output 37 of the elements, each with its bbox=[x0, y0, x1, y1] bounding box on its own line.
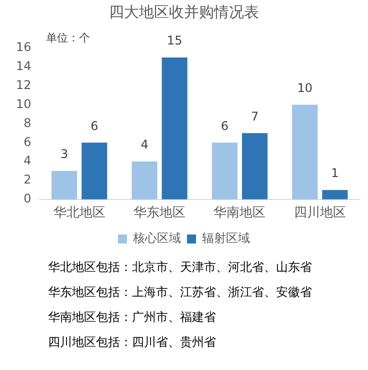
data-label: 10 bbox=[297, 80, 313, 95]
data-label: 3 bbox=[60, 147, 68, 162]
bar bbox=[52, 171, 78, 200]
y-tick-label: 0 bbox=[24, 192, 32, 206]
text: 华东地区包括：上海市、江苏省、浙江省、安徽省 bbox=[48, 284, 313, 301]
legend-label: 辐射区域 bbox=[202, 231, 250, 246]
text: 华南地区包括：广州市、福建省 bbox=[48, 309, 217, 326]
y-tick-label: 4 bbox=[24, 154, 32, 168]
y-tick-label: 2 bbox=[24, 172, 32, 187]
bar bbox=[82, 142, 108, 200]
bar bbox=[212, 142, 238, 200]
bar bbox=[292, 104, 318, 200]
x-tick-label: 华南地区 bbox=[214, 206, 266, 221]
bar bbox=[242, 133, 268, 200]
y-tick-label: 8 bbox=[24, 116, 32, 130]
chart-title: 四大地区收并购情况表 bbox=[109, 2, 259, 21]
x-tick-label: 华东地区 bbox=[134, 206, 186, 221]
data-label: 6 bbox=[90, 118, 98, 133]
data-label: 15 bbox=[166, 34, 182, 48]
x-tick-label: 四川地区 bbox=[294, 206, 346, 221]
bar bbox=[162, 57, 188, 200]
data-label: 4 bbox=[140, 138, 148, 152]
legend-label: 核心区域 bbox=[132, 231, 181, 246]
y-tick-label: 6 bbox=[24, 134, 32, 149]
bar bbox=[132, 162, 158, 200]
y-tick-label: 10 bbox=[16, 96, 32, 111]
bar bbox=[322, 190, 348, 200]
data-label: 7 bbox=[250, 109, 259, 124]
y-tick-label: 16 bbox=[16, 40, 32, 54]
text: 华北地区包括：北京市、天津市、河北省、山东省 bbox=[48, 259, 313, 276]
y-tick-label: 12 bbox=[16, 78, 32, 92]
data-label: 1 bbox=[331, 166, 339, 180]
x-tick-label: 华北地区 bbox=[53, 206, 106, 221]
y-axis-title: 单位：个 bbox=[46, 31, 90, 44]
data-label: 6 bbox=[220, 118, 229, 133]
y-tick-label: 14 bbox=[16, 59, 32, 74]
text: 四川地区包括：四川省、贵州省 bbox=[48, 334, 217, 351]
